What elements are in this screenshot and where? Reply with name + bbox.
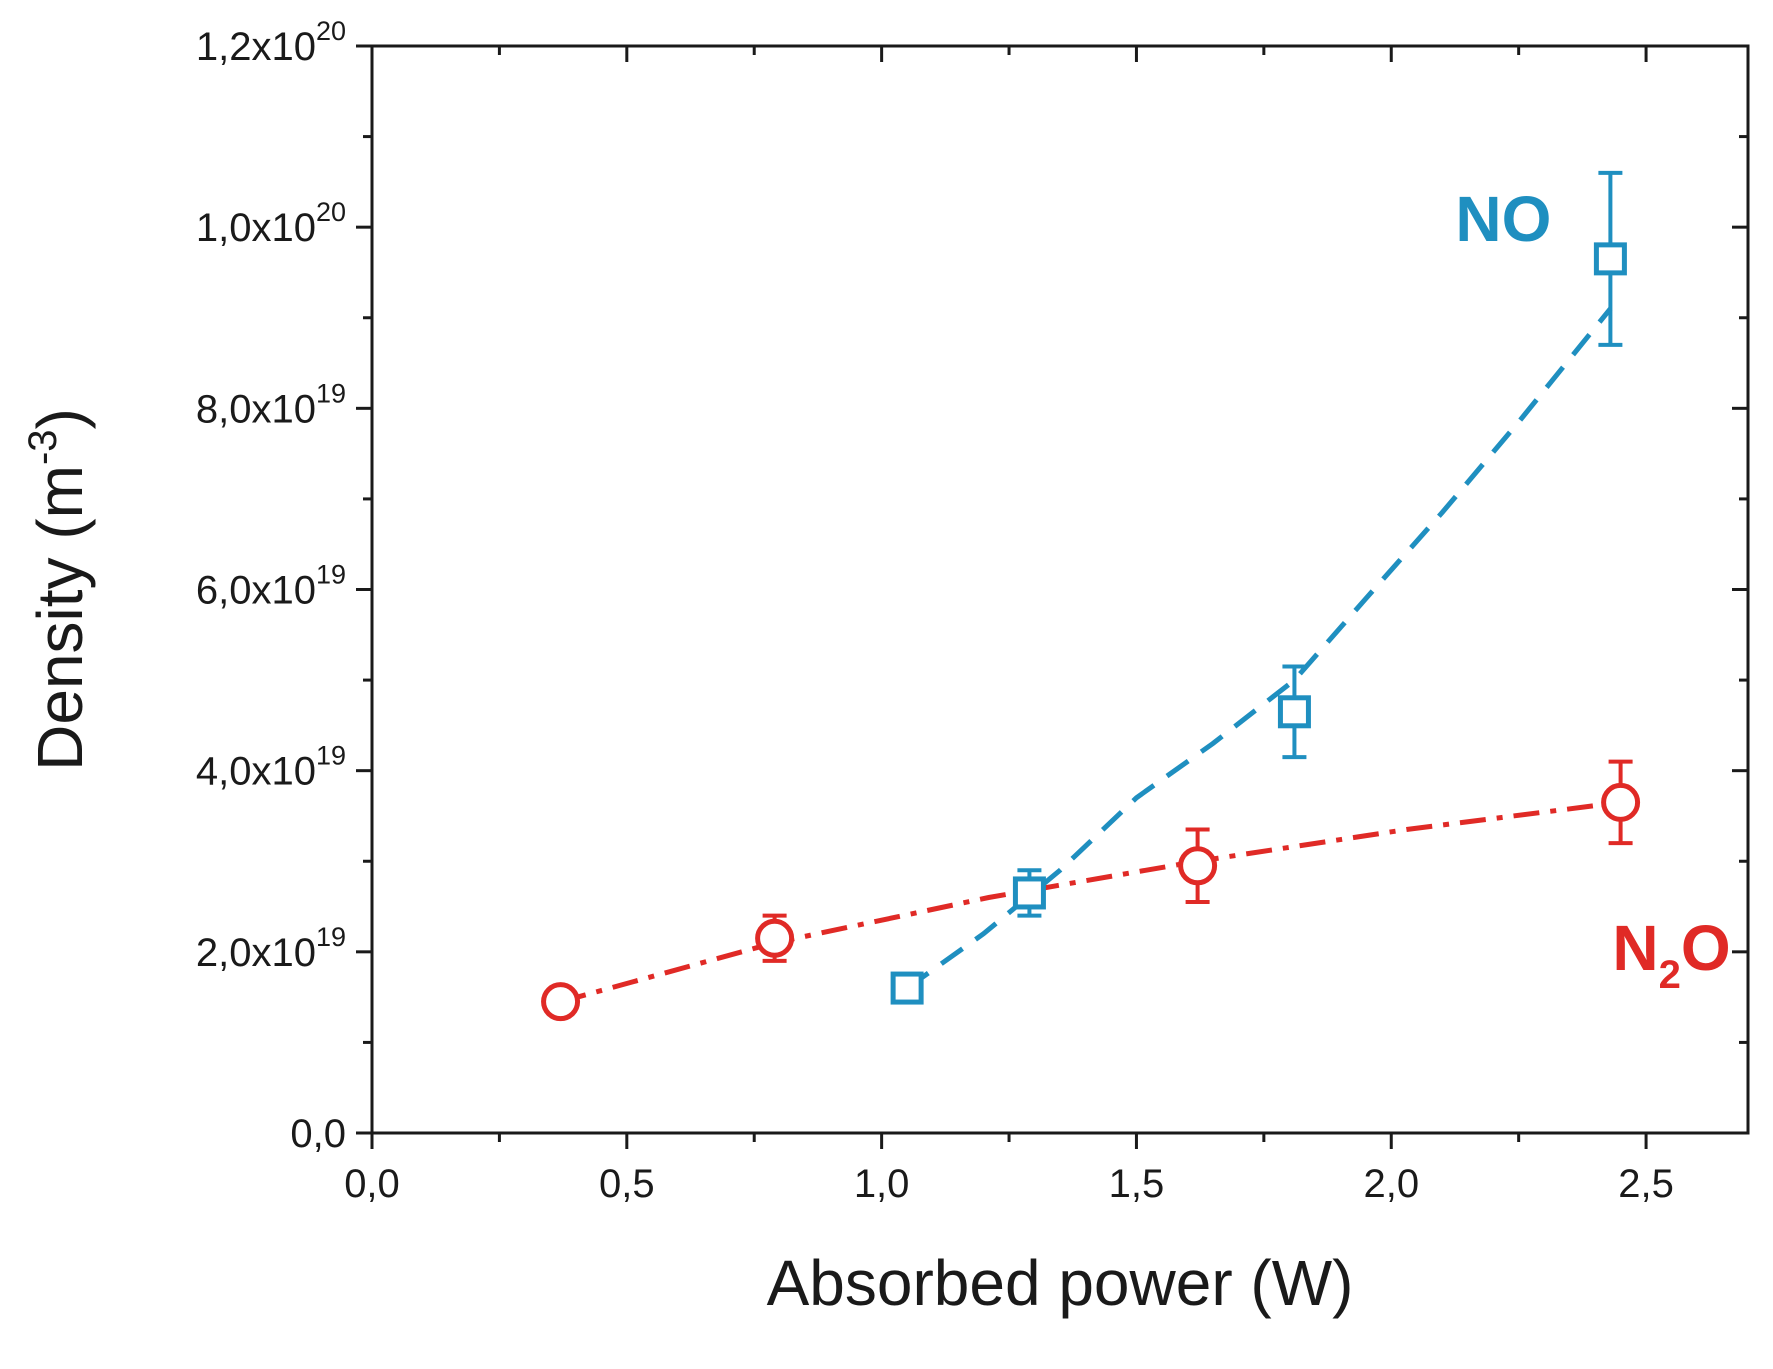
- data-point-no: [1277, 695, 1311, 729]
- data-point-n2o: [541, 982, 581, 1022]
- data-point-no: [1012, 876, 1046, 910]
- fit-line-n2o: [559, 799, 1621, 1005]
- y-tick-label: 0,0: [290, 1112, 346, 1156]
- data-point-n2o: [1601, 782, 1641, 822]
- x-tick-label: 2,5: [1618, 1162, 1674, 1206]
- series-label-n2o: N2O: [1612, 912, 1730, 997]
- x-tick-label: 0,0: [344, 1162, 400, 1206]
- x-axis-title: Absorbed power (W): [767, 1247, 1354, 1319]
- y-tick-label: 2,0x1019: [196, 922, 346, 975]
- fit-lines: [559, 307, 1621, 1005]
- y-tick-label: 6,0x1019: [196, 560, 346, 613]
- data-point-n2o: [1178, 846, 1218, 886]
- x-tick-label: 1,5: [1109, 1162, 1165, 1206]
- y-tick-label: 8,0x1019: [196, 378, 346, 431]
- data-point-no: [890, 971, 924, 1005]
- fit-line-no: [905, 307, 1613, 991]
- x-tick-label: 2,0: [1363, 1162, 1419, 1206]
- data-point-n2o: [755, 918, 795, 958]
- axis-ticks: [356, 44, 1748, 1149]
- series-label-no: NO: [1455, 183, 1551, 255]
- x-tick-label: 1,0: [854, 1162, 910, 1206]
- data-markers: [541, 170, 1641, 1022]
- y-axis-title: Density (m-3): [21, 408, 96, 771]
- tick-labels: 0,0 0,5 1,0 1,5 2,0 2,5 0,0 2,0x1019 4,0x1019 6,0…: [196, 16, 1674, 1206]
- data-point-no: [1593, 242, 1627, 276]
- y-tick-label: 4,0x1019: [196, 741, 346, 794]
- x-tick-label: 0,5: [599, 1162, 655, 1206]
- y-tick-label: 1,2x1020: [196, 16, 346, 69]
- y-tick-label: 1,0x1020: [196, 197, 346, 250]
